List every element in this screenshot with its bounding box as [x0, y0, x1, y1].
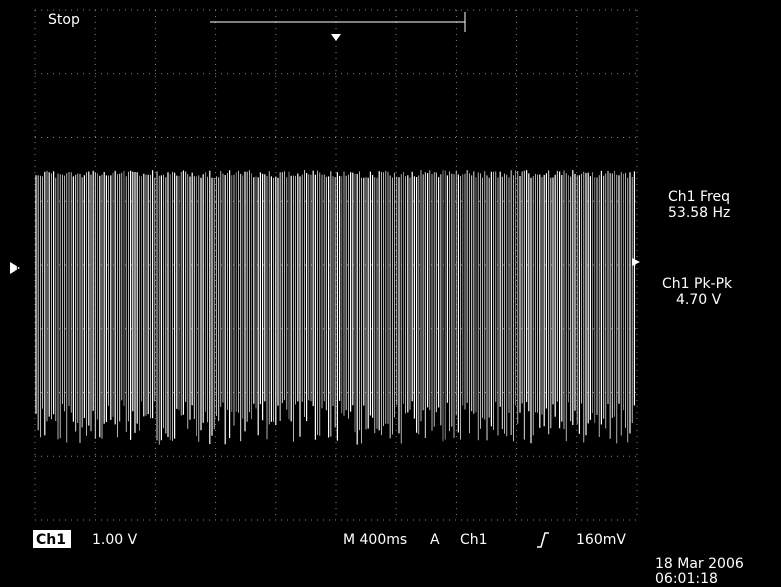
- measurement-value: 4.70 V: [676, 292, 722, 308]
- timebase-scale: M 400ms: [343, 532, 407, 548]
- measurement-value: 53.58 Hz: [668, 205, 730, 221]
- acquisition-status: Stop: [48, 12, 80, 28]
- channel-scale: 1.00 V: [92, 532, 138, 548]
- date: 18 Mar 2006: [655, 556, 744, 572]
- trigger-level: 160mV: [576, 532, 626, 548]
- oscilloscope-screen: Stop 1 Ch1 Freq 53.58 Hz Ch1 Pk-Pk 4.70 …: [0, 0, 781, 587]
- time: 06:01:18: [655, 571, 718, 587]
- channel-name: Ch1: [36, 532, 66, 548]
- channel-marker: 1: [14, 263, 20, 274]
- trigger-source: Ch1: [460, 532, 488, 548]
- measurement-label: Ch1 Pk-Pk: [662, 276, 733, 292]
- measurement-label: Ch1 Freq: [668, 189, 730, 205]
- trigger-mode: A: [430, 532, 440, 548]
